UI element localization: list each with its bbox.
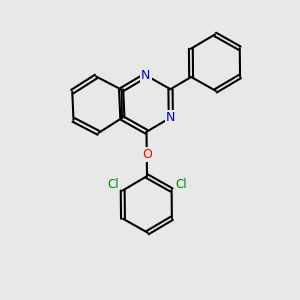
Text: Cl: Cl (176, 178, 187, 191)
Text: O: O (142, 148, 152, 161)
Text: N: N (166, 111, 176, 124)
Text: Cl: Cl (107, 178, 119, 191)
Text: N: N (141, 69, 151, 82)
